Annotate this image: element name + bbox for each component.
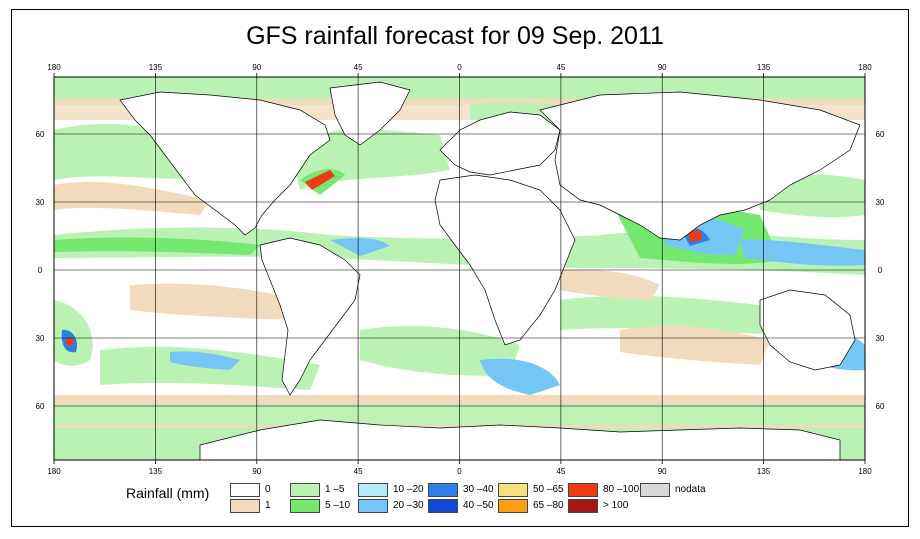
asia <box>539 91 861 241</box>
legend-item-label: > 100 <box>603 500 629 511</box>
legend-title: Rainfall (mm) <box>126 485 210 501</box>
lon-tick-label: 90 <box>658 63 667 72</box>
lon-tick-label: 180 <box>47 467 61 476</box>
rain-cyclone-eye <box>66 338 74 346</box>
australia <box>759 289 856 371</box>
legend-swatch <box>230 499 260 513</box>
lon-tick-label: 45 <box>354 63 363 72</box>
lat-tick-label: 0 <box>38 266 43 275</box>
legend-item-label: 0 <box>265 484 271 495</box>
africa <box>434 174 576 346</box>
graticule <box>54 77 865 460</box>
rain-itcz-atlantic <box>330 238 390 256</box>
rain-patch-1 <box>130 283 300 320</box>
lon-tick-label: 180 <box>858 467 872 476</box>
lon-tick-label: 0 <box>457 63 462 72</box>
legend-swatch <box>568 499 598 513</box>
legend-item-label: 1 <box>265 500 271 511</box>
legend-swatch <box>428 483 458 497</box>
legend-item-label: nodata <box>675 484 706 495</box>
lat-tick-label: 30 <box>36 198 45 207</box>
lat-labels-right: 60 30 0 30 60 <box>876 130 885 411</box>
rain-north-pacific-beige <box>54 181 210 215</box>
rain-extreme-core <box>688 230 702 242</box>
south-america <box>259 237 361 396</box>
tick-marks <box>53 73 866 464</box>
legend-swatch <box>498 483 528 497</box>
legend-swatch <box>568 483 598 497</box>
legend-item-label: 65 –80 <box>533 500 564 511</box>
rain-patch-2 <box>560 269 660 300</box>
legend-swatch <box>290 483 320 497</box>
rain-itcz-pacific <box>54 237 260 255</box>
lat-tick-label: 30 <box>876 334 885 343</box>
legend-swatch <box>428 499 458 513</box>
lon-tick-label: 135 <box>149 467 163 476</box>
north-america <box>119 91 331 236</box>
rain-west-pacific-blue <box>740 239 865 266</box>
land-outlines <box>119 81 861 460</box>
legend-item-label: 50 –65 <box>533 484 564 495</box>
rain-south-atlantic <box>360 325 520 376</box>
rain-atlantic-storm <box>305 170 335 190</box>
rain-south-pacific <box>54 300 93 366</box>
rain-south-indian-beige <box>620 325 770 365</box>
legend-item-label: 1 –5 <box>325 484 345 495</box>
lon-tick-label: 90 <box>252 63 261 72</box>
legend-item-label: 20 –30 <box>393 500 424 511</box>
lon-tick-label: 135 <box>149 63 163 72</box>
legend-item-label: 30 –40 <box>463 484 494 495</box>
lon-tick-label: 45 <box>354 467 363 476</box>
antarctica <box>199 419 841 460</box>
legend-swatch <box>358 483 388 497</box>
lat-tick-label: 60 <box>36 402 45 411</box>
legend-swatch <box>290 499 320 513</box>
rain-south-atlantic-blue <box>480 358 560 395</box>
lat-tick-label: 60 <box>36 130 45 139</box>
lon-labels-top: 180 135 90 45 0 45 90 135 180 <box>47 63 872 72</box>
lon-tick-label: 180 <box>47 63 61 72</box>
lon-tick-label: 45 <box>556 63 565 72</box>
lon-tick-label: 90 <box>658 467 667 476</box>
map-title: GFS rainfall forecast for 09 Sep. 2011 <box>246 22 664 50</box>
lat-tick-label: 60 <box>876 402 885 411</box>
europe <box>439 111 561 176</box>
greenland <box>329 81 411 146</box>
lat-tick-label: 0 <box>878 266 883 275</box>
lon-tick-label: 45 <box>556 467 565 476</box>
legend-swatch <box>498 499 528 513</box>
legend-item-label: 40 –50 <box>463 500 494 511</box>
lon-tick-label: 180 <box>858 63 872 72</box>
lon-tick-label: 135 <box>757 63 771 72</box>
rain-south-indian <box>560 295 800 335</box>
legend-item-label: 5 –10 <box>325 500 351 511</box>
lon-tick-label: 135 <box>757 467 771 476</box>
lon-tick-label: 90 <box>252 467 261 476</box>
lon-tick-label: 0 <box>457 467 462 476</box>
rain-south-pacific-blue <box>170 351 240 370</box>
legend-item-label: 80 –100 <box>603 484 640 495</box>
lat-labels-left: 60 30 0 30 60 <box>36 130 45 411</box>
lat-tick-label: 30 <box>36 334 45 343</box>
legend-item-label: 10 –20 <box>393 484 424 495</box>
legend-swatch <box>640 483 670 497</box>
legend-swatch <box>358 499 388 513</box>
lat-tick-label: 30 <box>876 198 885 207</box>
legend-swatch <box>230 483 260 497</box>
lon-labels-bottom: 180 135 90 45 0 45 90 135 180 <box>47 467 872 476</box>
lat-tick-label: 60 <box>876 130 885 139</box>
